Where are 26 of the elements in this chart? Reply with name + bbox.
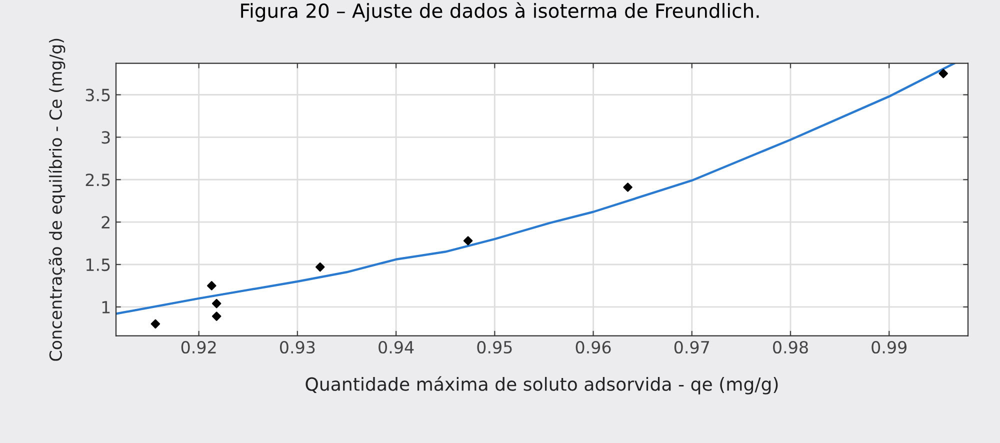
x-tick-label: 0.95 xyxy=(477,340,512,354)
point xyxy=(150,319,160,329)
y-tick-label: 1 xyxy=(102,301,110,314)
point xyxy=(463,236,473,246)
point xyxy=(938,68,948,78)
chart-title: Figura 20 – Ajuste de dados à isoterma de Freundlich. xyxy=(241,2,759,22)
x-tick-label: 0.96 xyxy=(576,340,611,354)
point xyxy=(207,281,216,290)
y-tick-label: 3 xyxy=(102,131,110,144)
y-tick-label: 2.5 xyxy=(86,174,110,186)
y-tick-label: 2 xyxy=(102,216,110,228)
point xyxy=(316,262,325,272)
x-tick-label: 0.92 xyxy=(181,340,216,354)
x-tick-label: 0.99 xyxy=(872,340,906,354)
line-series xyxy=(116,63,956,315)
x-tick-label: 0.94 xyxy=(378,340,414,354)
y-tick-label: 1.5 xyxy=(86,258,110,272)
x-tick-label: 0.97 xyxy=(674,340,710,354)
y-tick-label: 3.5 xyxy=(86,88,110,102)
x-axis-title: Quantidade máxima de soluto adsorvida - qe (mg/g) xyxy=(306,376,778,394)
point xyxy=(212,312,222,321)
x-tick-label: 0.93 xyxy=(280,340,315,354)
point xyxy=(212,298,222,308)
point xyxy=(623,182,632,192)
y-axis-title: Concentração de equilíbrio - Ce (mg/g) xyxy=(48,38,66,361)
x-tick-label: 0.98 xyxy=(773,340,808,354)
